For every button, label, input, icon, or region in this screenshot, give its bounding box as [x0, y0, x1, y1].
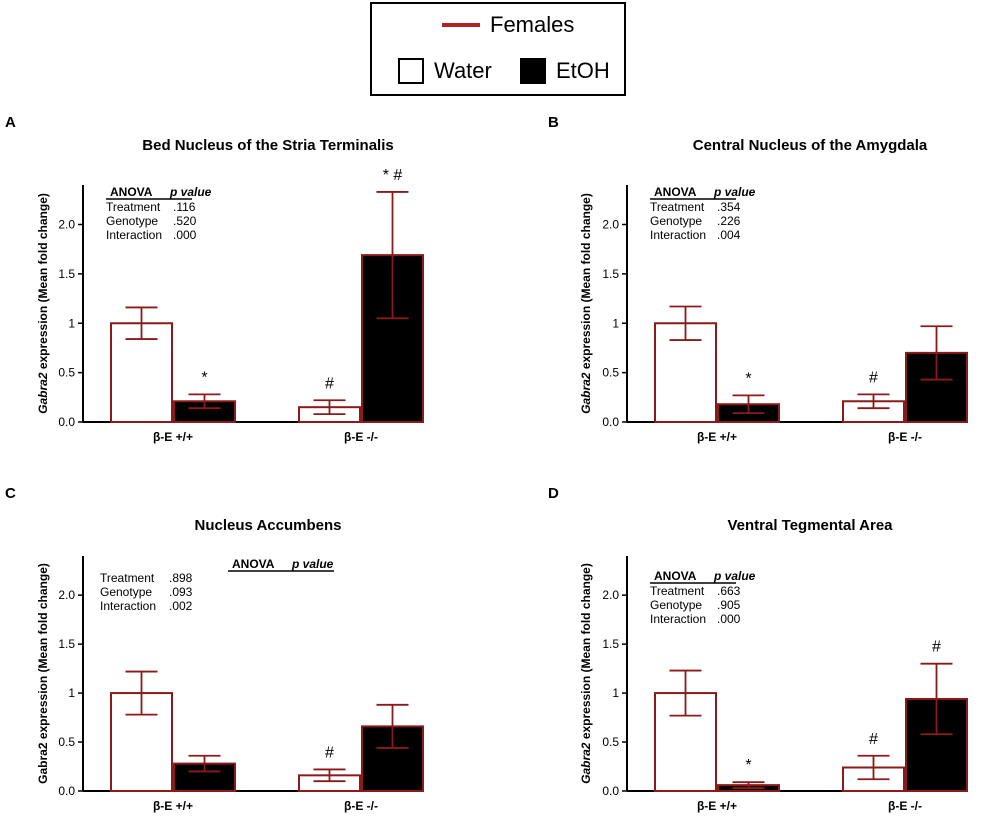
- legend-water-label: Water: [434, 58, 492, 83]
- panel-d-ytick-label: 1: [612, 686, 619, 700]
- panel-c-anova-p: .002: [169, 599, 193, 613]
- panel-b-anova-factor: Interaction: [650, 228, 706, 242]
- panel-a-ytick-label: 1: [68, 316, 75, 330]
- panel-a-ytick-label: 0.0: [58, 415, 75, 429]
- panel-a-ytick-label: 1.5: [58, 267, 75, 281]
- panel-b-label: B: [548, 114, 559, 131]
- panel-b-ytick-label: 1.5: [602, 267, 619, 281]
- panel-a-ytick-label: 0.5: [58, 366, 75, 380]
- legend-series-label: Females: [490, 12, 575, 37]
- panel-b-title: Central Nucleus of the Amygdala: [693, 137, 928, 154]
- panel-b-ylabel: Gabra2 expression (Mean fold change): [579, 193, 593, 414]
- panel-b-sig-mark: #: [869, 369, 878, 386]
- panel-d-ytick-label: 2.0: [602, 588, 619, 602]
- panel-a-xtick-label: β-E -/-: [344, 430, 378, 444]
- panel-d-anova-p: .905: [717, 598, 741, 612]
- panel-b-anova-header-p: p value: [713, 185, 756, 199]
- panel-a-label: A: [5, 114, 16, 131]
- legend-series: Females: [442, 12, 574, 38]
- panel-c-title: Nucleus Accumbens: [195, 517, 342, 534]
- panel-c-sig-mark: #: [325, 744, 334, 761]
- panel-c-ytick-label: 1: [68, 686, 75, 700]
- legend-series-line: [442, 23, 480, 27]
- panel-c-ylabel: Gabra2 expression (Mean fold change): [36, 563, 50, 784]
- panel-d-sig-mark: *: [745, 757, 751, 774]
- panel-a-anova-factor: Interaction: [106, 228, 162, 242]
- panel-c-xtick-label: β-E -/-: [344, 799, 378, 813]
- panel-d-anova-factor: Interaction: [650, 612, 706, 626]
- panel-d-label: D: [548, 485, 559, 502]
- legend-etoh-label: EtOH: [556, 58, 610, 83]
- legend-water: Water: [398, 58, 492, 84]
- panel-a-anova-p: .520: [173, 214, 197, 228]
- panel-c-anova-p: .093: [169, 585, 193, 599]
- panel-d-sig-mark: #: [932, 639, 941, 656]
- panel-c-ytick-label: 0.5: [58, 735, 75, 749]
- panel-a-anova-p: .116: [173, 200, 196, 214]
- panel-a-sig-mark: #: [325, 375, 334, 392]
- panel-a-anova-header-p: p value: [169, 185, 212, 199]
- panel-a-sig-mark: * #: [383, 167, 403, 184]
- panel-b-xtick-label: β-E +/+: [697, 430, 737, 444]
- panel-a-anova-p: .000: [173, 228, 197, 242]
- panel-a-anova-factor: Genotype: [106, 214, 158, 228]
- panel-b-anova-p: .354: [717, 200, 741, 214]
- panel-a-ytick-label: 2.0: [58, 218, 75, 232]
- panel-c-xtick-label: β-E +/+: [153, 799, 193, 813]
- panel-c-ytick-label: 2.0: [58, 588, 75, 602]
- panel-c-anova-header-p: p value: [291, 557, 334, 571]
- panel-c-ytick-label: 1.5: [58, 637, 75, 651]
- panel-c-anova-factor: Treatment: [100, 571, 155, 585]
- panel-d-xtick-label: β-E +/+: [697, 799, 737, 813]
- panel-b-anova-factor: Treatment: [650, 200, 705, 214]
- panel-d-anova-factor: Genotype: [650, 598, 702, 612]
- panel-a-ylabel: Gabra2 expression (Mean fold change): [36, 193, 50, 414]
- panel-c-anova-p: .898: [169, 571, 193, 585]
- panel-d-ylabel: Gabra2 expression (Mean fold change): [579, 563, 593, 784]
- panel-a-xtick-label: β-E +/+: [153, 430, 193, 444]
- legend-etoh-swatch: [520, 58, 546, 84]
- panel-b-anova-factor: Genotype: [650, 214, 702, 228]
- legend-etoh: EtOH: [520, 58, 610, 84]
- panel-a-anova-factor: Treatment: [106, 200, 161, 214]
- panel-d-anova-header-p: p value: [713, 569, 756, 583]
- legend-box: Females Water EtOH: [370, 2, 626, 96]
- panel-b-ytick-label: 2.0: [602, 218, 619, 232]
- panel-c-ytick-label: 0.0: [58, 784, 75, 798]
- panel-a-sig-mark: *: [201, 369, 207, 386]
- panel-b-ytick-label: 0.0: [602, 415, 619, 429]
- panel-b-anova-header: ANOVA: [654, 185, 697, 199]
- panel-d-xtick-label: β-E -/-: [888, 799, 922, 813]
- panel-b-sig-mark: *: [745, 370, 751, 387]
- panel-d-anova-header: ANOVA: [654, 569, 697, 583]
- panel-b-anova-p: .004: [717, 228, 741, 242]
- panel-c-anova-header: ANOVA: [232, 557, 275, 571]
- panel-a-title: Bed Nucleus of the Stria Terminalis: [142, 137, 393, 154]
- panel-d-ytick-label: 1.5: [602, 637, 619, 651]
- panel-d-ytick-label: 0.5: [602, 735, 619, 749]
- panel-c-anova-factor: Genotype: [100, 585, 152, 599]
- panel-b-anova-p: .226: [717, 214, 741, 228]
- panel-c-anova-factor: Interaction: [100, 599, 156, 613]
- panel-d-anova-factor: Treatment: [650, 584, 705, 598]
- panel-a-anova-header: ANOVA: [110, 185, 153, 199]
- legend-water-swatch: [398, 58, 424, 84]
- panel-d-anova-p: .663: [717, 584, 741, 598]
- panel-d-sig-mark: #: [869, 731, 878, 748]
- panel-b-xtick-label: β-E -/-: [888, 430, 922, 444]
- panel-c-label: C: [5, 485, 16, 502]
- panel-d-anova-p: .000: [717, 612, 741, 626]
- panel-b-ytick-label: 0.5: [602, 366, 619, 380]
- panel-d-ytick-label: 0.0: [602, 784, 619, 798]
- panel-b-ytick-label: 1: [612, 316, 619, 330]
- panel-d-title: Ventral Tegmental Area: [727, 517, 893, 534]
